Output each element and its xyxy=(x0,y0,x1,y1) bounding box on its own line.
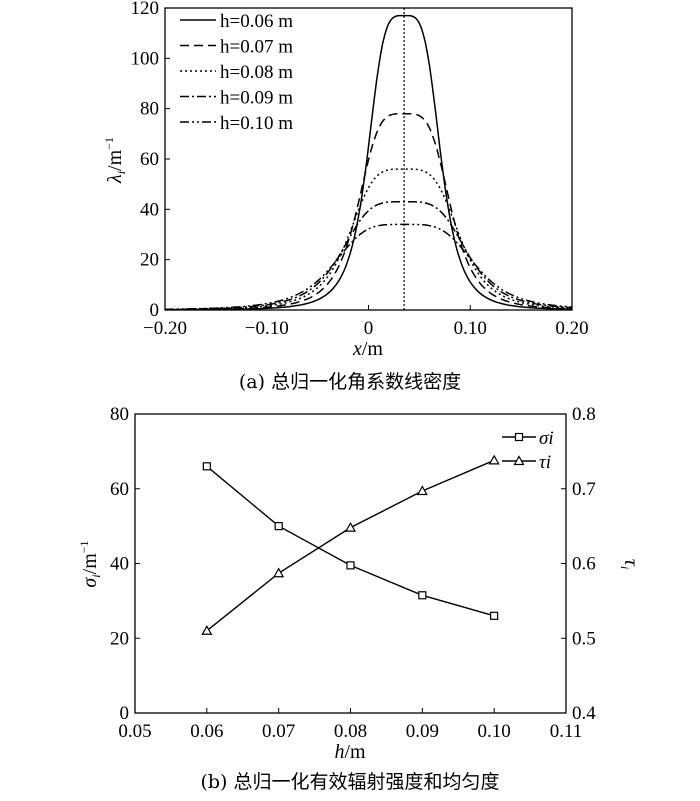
x-tick-label: 0.20 xyxy=(555,318,588,339)
legend-label-triangle: τi xyxy=(539,452,551,473)
triangle-marker xyxy=(488,454,500,465)
y-axis-label-right-b: τi xyxy=(618,559,642,570)
x-tick-label: 0.10 xyxy=(478,721,511,742)
y-axis-ticks-a: 0 20 40 60 80 100 120 xyxy=(131,0,170,321)
legend-label-0.06: h=0.06 m xyxy=(220,11,293,32)
legend-label-square: σi xyxy=(539,428,554,449)
y-tick-label: 60 xyxy=(140,149,159,170)
caption-a: (a) 总归一化角系数线密度 xyxy=(239,371,461,393)
series-line-triangle xyxy=(206,459,495,632)
left-y-tick-label: 40 xyxy=(110,554,129,575)
triangle-marker xyxy=(201,625,213,635)
legend-label-0.10: h=0.10 m xyxy=(220,113,293,134)
legend-a: h=0.06 m h=0.07 m h=0.08 m h=0.09 m h=0.10 m xyxy=(180,11,293,134)
right-y-tick-label: 0.8 xyxy=(572,404,596,425)
left-y-tick-label: 0 xyxy=(120,703,130,724)
x-tick-label: 0.06 xyxy=(190,721,223,742)
square-marker xyxy=(274,522,283,531)
x-axis-label-a: x/m xyxy=(352,338,383,360)
legend-label-0.07: h=0.07 m xyxy=(220,37,293,58)
triangle-marker xyxy=(416,485,428,496)
right-y-tick-label: 0.4 xyxy=(572,703,596,724)
x-tick-label: 0.05 xyxy=(118,721,151,742)
legend-triangle-marker xyxy=(513,455,525,466)
series-lines-a xyxy=(164,14,573,311)
x-axis-ticks-b: 0.05 0.06 0.07 0.08 0.09 0.10 0.11 xyxy=(118,708,582,742)
series-line-0.07 xyxy=(165,112,572,311)
y-axis-label-left-b: σi/m−1 xyxy=(77,540,103,587)
y-tick-label: 100 xyxy=(131,48,160,69)
x-axis-label-b: h/m xyxy=(334,741,366,763)
series-line-square xyxy=(206,465,495,617)
x-tick-label: −0.10 xyxy=(245,318,289,339)
x-tick-label: 0.10 xyxy=(454,318,487,339)
left-y-axis-ticks-b: 0 20 40 60 80 xyxy=(110,404,140,724)
x-tick-label: 0 xyxy=(364,318,374,339)
y-tick-label: 120 xyxy=(131,0,160,19)
legend-b: σi τi xyxy=(502,428,554,473)
right-y-tick-label: 0.6 xyxy=(572,554,596,575)
x-tick-label: −0.20 xyxy=(143,318,187,339)
legend-label-0.09: h=0.09 m xyxy=(220,88,293,109)
x-tick-label: 0.09 xyxy=(406,721,439,742)
series-line-0.08 xyxy=(165,168,573,311)
legend-label-0.08: h=0.08 m xyxy=(220,62,293,83)
right-y-axis-ticks-b: 0.4 0.5 0.6 0.7 0.8 xyxy=(561,404,596,724)
chart-a: −0.20 −0.10 0 0.10 0.20 0 20 40 60 80 100 120 h=0.… xyxy=(102,0,589,393)
right-y-tick-label: 0.7 xyxy=(572,479,596,500)
y-tick-label: 0 xyxy=(150,300,160,321)
square-marker xyxy=(346,561,355,570)
y-tick-label: 20 xyxy=(140,250,159,271)
square-marker xyxy=(202,462,211,471)
right-y-tick-label: 0.5 xyxy=(572,628,596,649)
left-y-tick-label: 60 xyxy=(110,479,129,500)
left-y-tick-label: 80 xyxy=(110,404,129,425)
square-marker xyxy=(418,591,427,600)
y-axis-label-a: λi/m−1 xyxy=(102,137,128,184)
y-tick-label: 40 xyxy=(140,199,159,220)
y-tick-label: 80 xyxy=(140,99,159,120)
left-y-tick-label: 20 xyxy=(110,628,129,649)
square-marker xyxy=(490,611,499,620)
x-axis-ticks-a: −0.20 −0.10 0 0.10 0.20 xyxy=(143,305,589,339)
series-lines-b xyxy=(201,454,500,635)
series-line-0.09 xyxy=(165,201,573,311)
x-tick-label: 0.07 xyxy=(262,721,295,742)
x-tick-label: 0.08 xyxy=(334,721,367,742)
series-line-0.06 xyxy=(165,14,573,311)
triangle-marker xyxy=(344,521,357,532)
triangle-marker xyxy=(273,567,285,578)
series-line-0.10 xyxy=(164,223,573,311)
caption-b: (b) 总归一化有效辐射强度和均匀度 xyxy=(200,771,499,793)
legend-square-marker xyxy=(514,432,524,442)
chart-b: 0.05 0.06 0.07 0.08 0.09 0.10 0.11 0 20 40 60 80 0… xyxy=(77,404,642,793)
x-tick-label: 0.11 xyxy=(550,721,583,742)
